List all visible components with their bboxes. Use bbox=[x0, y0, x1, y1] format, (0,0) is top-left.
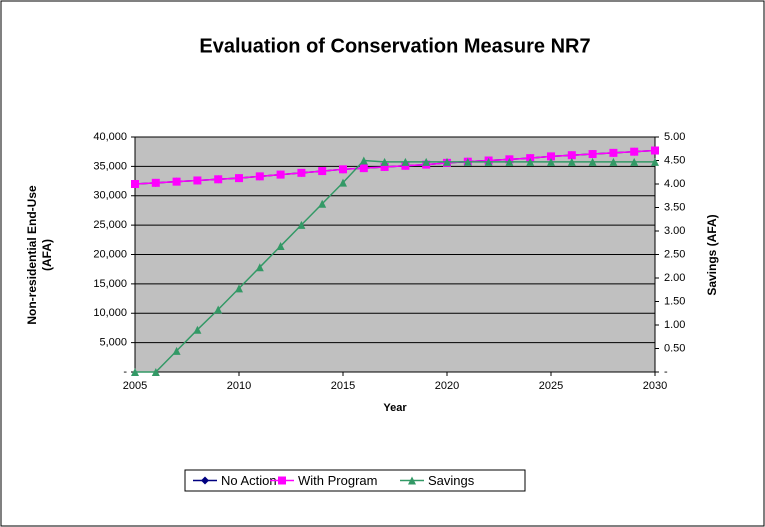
y-tick-label: 35,000 bbox=[93, 160, 127, 172]
y-tick-label: 25,000 bbox=[93, 219, 127, 231]
marker bbox=[172, 346, 181, 355]
legend-marker bbox=[201, 476, 209, 485]
series-line bbox=[135, 159, 655, 373]
marker bbox=[547, 157, 555, 166]
y2-tick-label: 1.50 bbox=[664, 295, 685, 307]
y2-tick-label: 3.00 bbox=[664, 225, 685, 237]
x-tick-label: 2025 bbox=[539, 380, 563, 392]
y2-tick-label: 0.50 bbox=[664, 342, 685, 354]
marker bbox=[255, 172, 264, 181]
marker bbox=[276, 170, 285, 179]
marker bbox=[609, 148, 618, 157]
marker bbox=[380, 157, 389, 166]
y2-tick-label: 1.00 bbox=[664, 319, 685, 331]
y2-axis-title: Savings (AFA) bbox=[705, 214, 719, 295]
marker bbox=[651, 157, 659, 166]
y2-tick-label: - bbox=[664, 366, 668, 378]
marker bbox=[359, 164, 368, 173]
legend-label: Savings bbox=[428, 473, 475, 488]
chart-title: Evaluation of Conservation Measure NR7 bbox=[199, 35, 590, 57]
marker bbox=[588, 157, 597, 166]
marker bbox=[339, 178, 347, 187]
y2-tick-label: 3.50 bbox=[664, 201, 685, 213]
y-tick-label: - bbox=[123, 366, 127, 378]
marker bbox=[651, 146, 659, 155]
marker bbox=[131, 180, 139, 188]
legend-label: No Action bbox=[221, 473, 277, 488]
marker bbox=[255, 263, 264, 272]
marker bbox=[151, 368, 160, 376]
marker bbox=[214, 305, 223, 314]
marker bbox=[193, 325, 202, 334]
marker bbox=[214, 175, 223, 184]
y-axis-title: (AFA) bbox=[40, 239, 54, 271]
marker bbox=[172, 177, 181, 186]
marker bbox=[151, 178, 160, 187]
marker bbox=[297, 168, 306, 177]
marker bbox=[318, 199, 327, 208]
x-tick-label: 2010 bbox=[227, 380, 251, 392]
y-tick-label: 10,000 bbox=[93, 307, 127, 319]
marker bbox=[359, 156, 368, 165]
y2-tick-label: 4.50 bbox=[664, 154, 685, 166]
marker bbox=[235, 174, 243, 183]
y-tick-label: 15,000 bbox=[93, 278, 127, 290]
marker bbox=[235, 284, 243, 293]
x-tick-label: 2030 bbox=[643, 380, 667, 392]
marker bbox=[567, 157, 576, 166]
x-tick-label: 2015 bbox=[331, 380, 355, 392]
y2-tick-label: 5.00 bbox=[664, 131, 685, 143]
legend-label: With Program bbox=[298, 473, 377, 488]
x-tick-label: 2020 bbox=[435, 380, 459, 392]
x-axis-title: Year bbox=[383, 402, 407, 414]
marker bbox=[380, 162, 389, 171]
y2-tick-label: 2.00 bbox=[664, 272, 685, 284]
marker bbox=[526, 157, 535, 166]
marker bbox=[630, 157, 639, 166]
marker bbox=[463, 157, 472, 166]
legend-box bbox=[184, 469, 526, 492]
marker bbox=[567, 151, 576, 160]
marker bbox=[505, 157, 514, 166]
y-axis-title: Non-residential End-Use bbox=[25, 185, 39, 325]
y2-tick-label: 4.00 bbox=[664, 178, 685, 190]
y-tick-label: 40,000 bbox=[93, 131, 127, 143]
y-tick-label: 30,000 bbox=[93, 190, 127, 202]
marker bbox=[297, 220, 306, 229]
y2-tick-label: 2.50 bbox=[664, 248, 685, 260]
marker bbox=[588, 150, 597, 159]
marker bbox=[193, 176, 202, 185]
marker bbox=[630, 147, 639, 156]
marker bbox=[401, 157, 410, 166]
legend-marker bbox=[278, 476, 286, 485]
marker bbox=[318, 167, 327, 176]
marker bbox=[339, 165, 347, 174]
marker bbox=[443, 157, 451, 166]
legend-marker bbox=[408, 476, 416, 485]
marker bbox=[547, 152, 555, 161]
marker bbox=[276, 242, 285, 251]
y-tick-label: 20,000 bbox=[93, 248, 127, 260]
marker bbox=[422, 157, 431, 166]
y-tick-label: 5,000 bbox=[99, 337, 127, 349]
marker bbox=[484, 157, 493, 166]
marker bbox=[609, 157, 618, 166]
x-tick-label: 2005 bbox=[123, 380, 147, 392]
marker bbox=[131, 368, 139, 376]
